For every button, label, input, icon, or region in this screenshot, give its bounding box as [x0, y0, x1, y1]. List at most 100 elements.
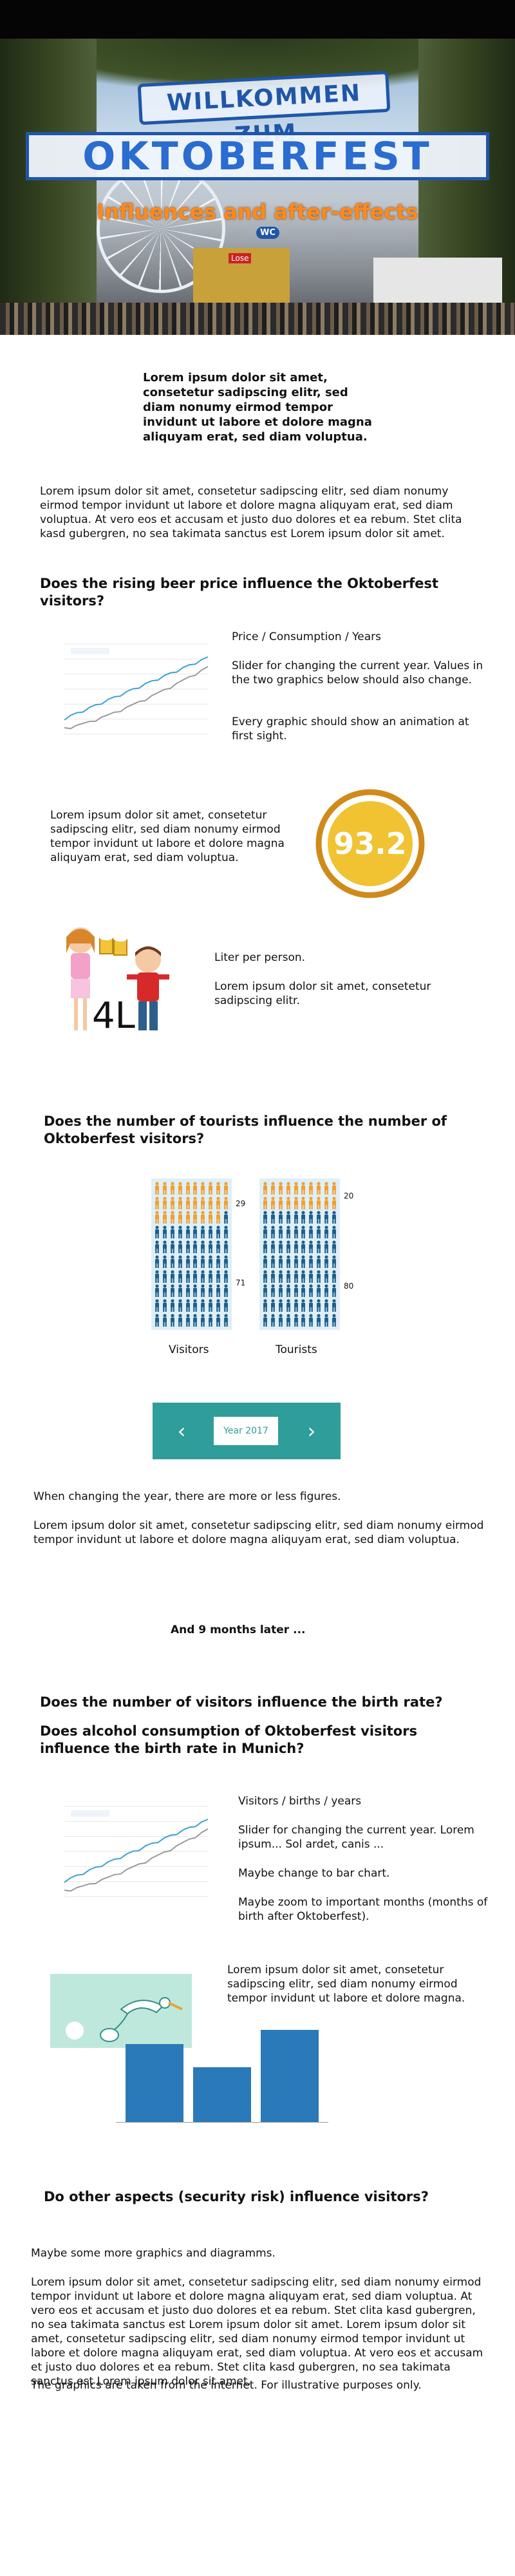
person-icon — [215, 1270, 221, 1283]
person-icon — [262, 1299, 268, 1312]
person-icon — [315, 1314, 322, 1327]
person-icon — [192, 1211, 198, 1224]
prev-year-button[interactable]: ‹ — [162, 1403, 201, 1459]
page-subtitle: Influences and after-effects — [97, 200, 418, 224]
person-icon — [185, 1182, 191, 1195]
person-icon — [277, 1255, 284, 1268]
person-icon — [270, 1226, 276, 1239]
person-icon — [192, 1197, 198, 1209]
person-icon — [277, 1314, 284, 1327]
person-icon — [300, 1240, 306, 1254]
intro-paragraph: Lorem ipsum dolor sit amet, consetetur s… — [40, 485, 462, 540]
next-year-button[interactable]: › — [292, 1403, 331, 1459]
person-icon — [223, 1240, 229, 1254]
person-icon — [308, 1255, 314, 1268]
person-icon — [162, 1182, 168, 1195]
person-icon — [185, 1284, 191, 1298]
tourists-top-value: 20 — [344, 1191, 354, 1200]
person-icon — [169, 1314, 176, 1327]
hero-banner: Lose WC WILLKOMMEN ZUM OKTOBERFEST Influ… — [0, 0, 515, 335]
person-icon — [285, 1299, 292, 1312]
person-icon — [169, 1226, 176, 1239]
person-icon — [262, 1284, 268, 1298]
person-icon — [285, 1270, 292, 1283]
person-icon — [270, 1197, 276, 1209]
person-icon — [308, 1240, 314, 1254]
person-icon — [315, 1255, 322, 1268]
person-icon — [223, 1197, 229, 1209]
person-icon — [331, 1299, 337, 1312]
person-icon — [169, 1211, 176, 1224]
person-icon — [293, 1270, 299, 1283]
person-icon — [285, 1255, 292, 1268]
tourists-label: Tourists — [276, 1343, 317, 1356]
person-icon — [315, 1197, 322, 1209]
beer-chart-caption-2: Every graphic should show an animation a… — [232, 715, 469, 743]
person-icon — [169, 1197, 176, 1209]
person-icon — [270, 1182, 276, 1195]
person-icon — [169, 1270, 176, 1283]
person-icon — [207, 1211, 214, 1224]
person-icon — [315, 1284, 322, 1298]
birth-chart-caption-1: Slider for changing the current year. Lo… — [238, 1824, 474, 1851]
person-icon — [154, 1270, 160, 1283]
person-icon — [300, 1255, 306, 1268]
person-icon — [215, 1255, 221, 1268]
section-security-heading: Do other aspects (security risk) influen… — [44, 2189, 429, 2204]
wc-sign: WC — [256, 227, 279, 239]
person-icon — [277, 1226, 284, 1239]
series-line-grey — [64, 666, 209, 730]
person-icon — [277, 1299, 284, 1312]
person-icon — [192, 1270, 198, 1283]
gauge-text: Lorem ipsum dolor sit amet, consetetur s… — [50, 809, 285, 864]
visitors-pictogram — [151, 1179, 232, 1330]
hero-top-bar — [0, 0, 515, 45]
title-sign: OKTOBERFEST — [26, 132, 489, 180]
person-icon — [207, 1226, 214, 1239]
person-icon — [207, 1314, 214, 1327]
person-icon — [215, 1197, 221, 1209]
person-icon — [270, 1255, 276, 1268]
person-icon — [300, 1182, 306, 1195]
legend-box — [71, 1810, 109, 1817]
page-title: OKTOBERFEST — [82, 134, 433, 179]
person-icon — [215, 1226, 221, 1239]
person-icon — [270, 1270, 276, 1283]
person-icon — [185, 1314, 191, 1327]
person-icon — [293, 1255, 299, 1268]
person-icon — [169, 1240, 176, 1254]
person-icon — [308, 1182, 314, 1195]
person-icon — [154, 1182, 160, 1195]
person-icon — [331, 1270, 337, 1283]
person-icon — [169, 1299, 176, 1312]
festival-tent — [373, 258, 502, 309]
beer-chart-caption-1: Slider for changing the current year. Va… — [232, 659, 483, 687]
person-icon — [270, 1240, 276, 1254]
intro-bold-text: Lorem ipsum dolor sit amet, consetetur s… — [143, 371, 372, 444]
later-text: And 9 months later ... — [171, 1624, 306, 1636]
person-icon — [200, 1299, 206, 1312]
birth-chart-caption-2: Maybe change to bar chart. — [238, 1867, 390, 1880]
person-icon — [154, 1197, 160, 1209]
lose-sign: Lose — [229, 253, 252, 263]
person-icon — [285, 1284, 292, 1298]
person-icon — [215, 1299, 221, 1312]
person-icon — [200, 1197, 206, 1209]
person-icon — [315, 1182, 322, 1195]
person-icon — [308, 1270, 314, 1283]
person-icon — [169, 1255, 176, 1268]
person-icon — [207, 1197, 214, 1209]
bar — [126, 2044, 183, 2122]
person-icon — [285, 1211, 292, 1224]
person-icon — [262, 1211, 268, 1224]
person-icon — [177, 1299, 183, 1312]
security-paragraph: Lorem ipsum dolor sit amet, consetetur s… — [31, 2276, 483, 2388]
series-line-blue — [64, 1819, 209, 1883]
person-icon — [285, 1314, 292, 1327]
security-line-1: Maybe some more graphics and diagramms. — [31, 2247, 276, 2260]
person-icon — [215, 1211, 221, 1224]
person-icon — [169, 1284, 176, 1298]
person-icon — [192, 1255, 198, 1268]
person-icon — [154, 1314, 160, 1327]
bar — [261, 2030, 319, 2122]
